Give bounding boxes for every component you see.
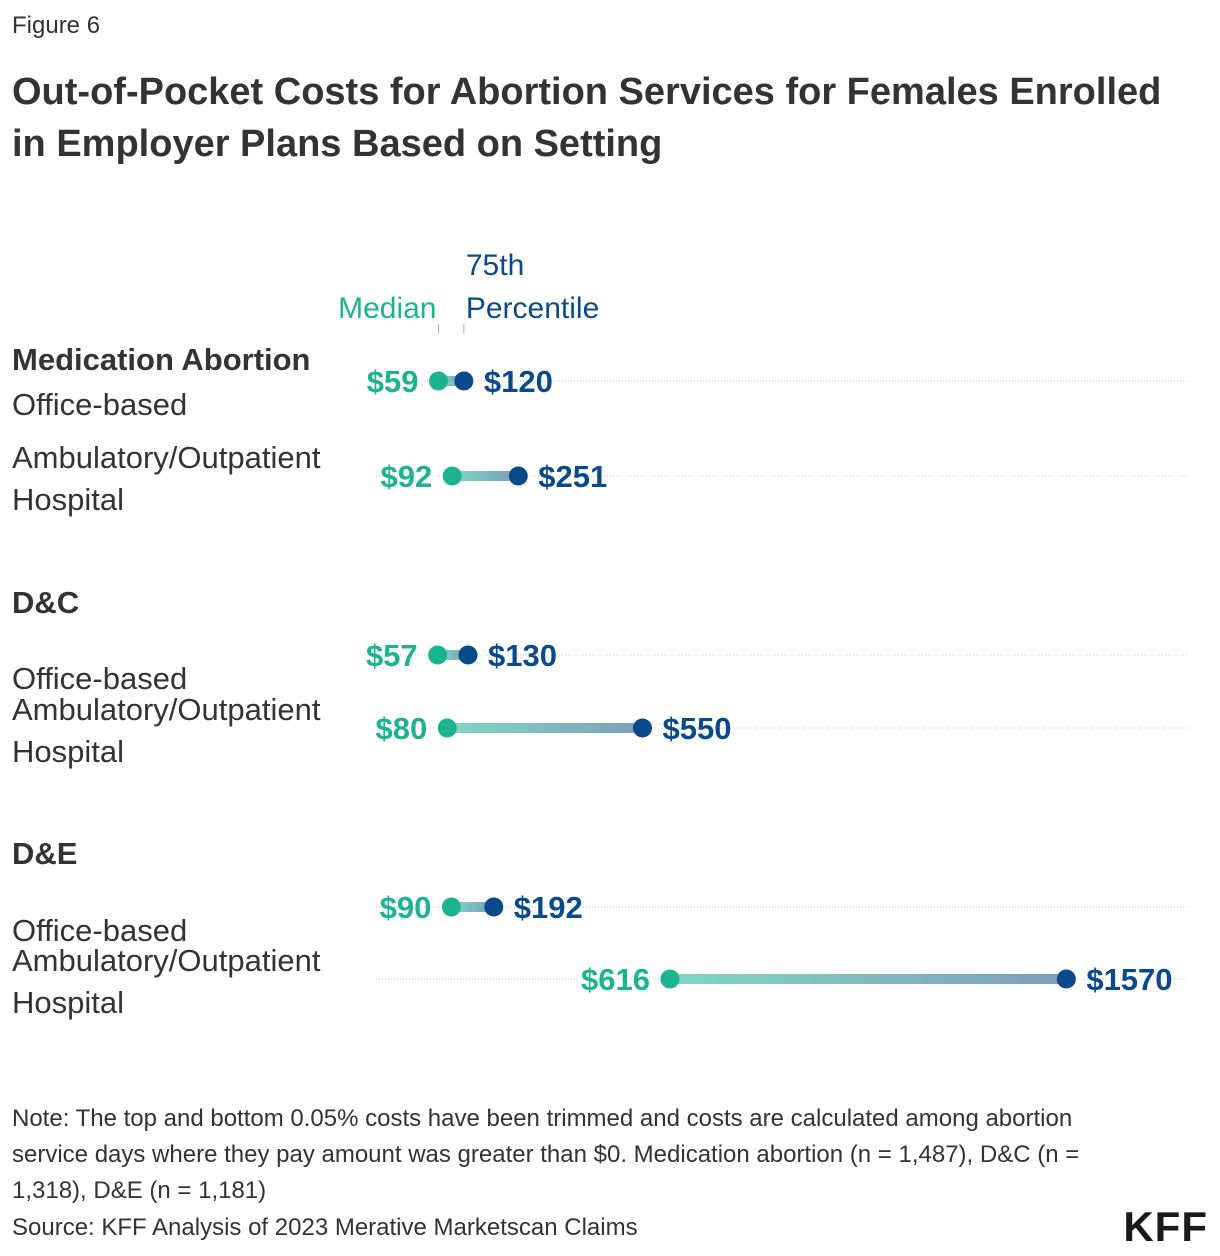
median-value-label: $92 [380,459,432,494]
median-dot [441,897,461,917]
group-0: Medication Abortion Office-based $59 $120 Am… [12,342,1187,517]
p75-value-label: $251 [538,459,607,494]
row-label: Office-based [12,913,187,948]
row-label-line2: Hospital [12,985,124,1020]
group-1: D&C Office-based $57 $130 Ambulatory/Outpati… [12,585,1187,769]
median-dot [429,371,449,391]
p75-dot [484,897,504,917]
median-value-label: $90 [380,890,432,925]
chart-source: Source: KFF Analysis of 2023 Merative Ma… [12,1214,638,1241]
range-bar [451,902,494,912]
row-label-line1: Ambulatory/Outpatient [12,943,321,978]
dumbbell-row: Office-based $59 $120 [12,364,1187,422]
median-value-label: $57 [366,638,418,673]
median-value-label: $616 [581,962,650,997]
dumbbell-row: Office-based $90 $192 [12,890,1187,948]
median-value-label: $59 [367,364,419,399]
p75-dot [1056,969,1076,989]
p75-value-label: $120 [484,364,553,399]
median-dot [437,718,457,738]
p75-dot [508,466,528,486]
row-label-line2: Hospital [12,734,124,769]
range-bar [452,471,519,481]
legend-p75-label-line2: Percentile [466,292,599,325]
median-dot [660,969,680,989]
p75-value-label: $1570 [1086,962,1172,997]
p75-value-label: $550 [663,711,732,746]
group-2: D&E Office-based $90 $192 Ambulatory/Outpati… [12,836,1187,1020]
dumbbell-row: Ambulatory/Outpatient Hospital $80 $550 [12,692,1187,769]
dumbbell-row: Office-based $57 $130 [12,638,1187,696]
group-title: D&E [12,836,77,871]
p75-value-label: $192 [514,890,583,925]
p75-dot [454,371,474,391]
range-bar [669,974,1067,984]
median-value-label: $80 [376,711,428,746]
chart-note: Note: The top and bottom 0.05% costs hav… [12,1105,1080,1204]
range-bar [438,376,464,386]
median-dot [428,645,448,665]
group-title: D&C [12,585,79,620]
p75-dot [458,645,478,665]
legend-median-label: Median [338,292,436,325]
chart-title: Out-of-Pocket Costs for Abortion Service… [12,71,1162,165]
row-label-line2: Hospital [12,482,124,517]
range-bar [447,723,643,733]
group-title: Medication Abortion [12,342,311,377]
dumbbell-row: Ambulatory/Outpatient Hospital $92 $251 [12,440,1187,517]
row-label: Office-based [12,387,187,422]
kff-logo: KFF [1123,1203,1208,1250]
legend-p75-label-line1: 75th [466,249,524,282]
dumbbell-row: Ambulatory/Outpatient Hospital $616 $1570 [12,943,1187,1020]
figure-label: Figure 6 [12,12,101,39]
median-dot [442,466,462,486]
row-label: Office-based [12,661,187,696]
p75-value-label: $130 [488,638,557,673]
range-bar [437,650,469,660]
p75-dot [633,718,653,738]
row-label-line1: Ambulatory/Outpatient [12,440,321,475]
row-label-line1: Ambulatory/Outpatient [12,692,321,727]
